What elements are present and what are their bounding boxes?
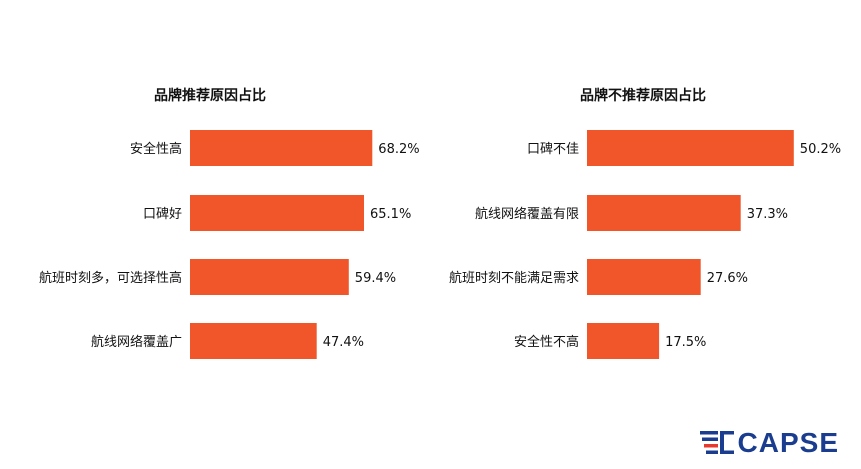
not-recommend-reasons-chart: 品牌不推荐原因占比 口碑不佳 50.2% 航线网络覆盖有限 37.3% 航班时刻不能满足… (449, 87, 841, 359)
recommend-value-label-3: 59.4% (355, 271, 396, 286)
not-recommend-category-label-3: 航班时刻不能满足需求 (449, 270, 579, 286)
recommend-value-label-1: 68.2% (378, 142, 419, 157)
not-recommend-value-label-2: 37.3% (747, 207, 788, 222)
not-recommend-value-label-3: 27.6% (707, 271, 748, 286)
not-recommend-category-label-4: 安全性不高 (514, 334, 579, 350)
recommend-category-label-4: 航线网络覆盖广 (91, 334, 182, 350)
not-recommend-bar-3 (587, 259, 701, 295)
not-recommend-value-label-4: 17.5% (665, 335, 706, 350)
recommend-value-label-4: 47.4% (323, 335, 364, 350)
not-recommend-bar-4 (587, 323, 660, 359)
recommend-value-label-2: 65.1% (370, 207, 411, 222)
recommend-chart-title: 品牌推荐原因占比 (154, 87, 266, 104)
not-recommend-value-label-1: 50.2% (800, 142, 841, 157)
recommend-bar-4 (190, 323, 317, 359)
recommend-bar-3 (190, 259, 349, 295)
recommend-bar-1 (190, 130, 373, 166)
recommend-category-label-2: 口碑好 (143, 206, 182, 222)
recommend-bar-2 (190, 195, 364, 231)
not-recommend-category-label-1: 口碑不佳 (527, 141, 579, 157)
not-recommend-bar-2 (587, 195, 741, 231)
not-recommend-chart-title: 品牌不推荐原因占比 (580, 87, 706, 104)
recommend-reasons-chart: 品牌推荐原因占比 安全性高 68.2% 口碑好 65.1% 航班时刻多，可选择性高 59.… (39, 87, 420, 359)
capse-logo-text: CAPSE (737, 427, 839, 458)
capse-logo-icon (699, 431, 734, 454)
not-recommend-bar-1 (587, 130, 794, 166)
recommend-category-label-1: 安全性高 (130, 141, 182, 157)
recommend-category-label-3: 航班时刻多，可选择性高 (39, 270, 182, 286)
not-recommend-category-label-2: 航线网络覆盖有限 (475, 206, 579, 222)
capse-logo: CAPSE (699, 427, 839, 458)
